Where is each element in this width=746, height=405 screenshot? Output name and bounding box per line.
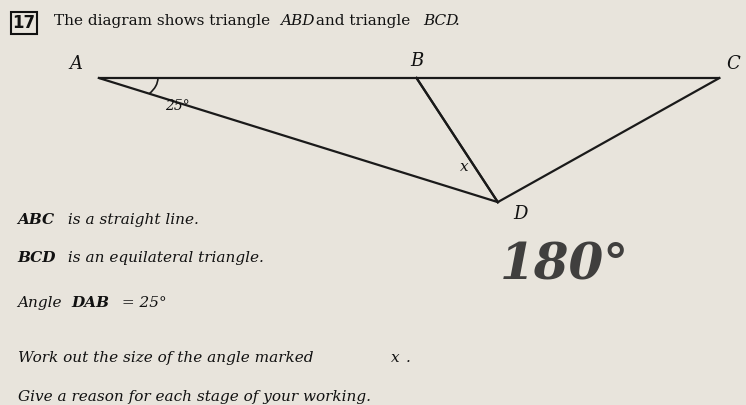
Text: D: D bbox=[514, 205, 528, 224]
Text: BCD: BCD bbox=[423, 14, 459, 28]
Text: BCD: BCD bbox=[18, 251, 56, 265]
Text: 25°: 25° bbox=[166, 99, 190, 113]
Text: The diagram shows triangle: The diagram shows triangle bbox=[54, 14, 275, 28]
Text: .: . bbox=[405, 351, 410, 365]
Text: A: A bbox=[70, 55, 83, 72]
Text: x: x bbox=[391, 351, 399, 365]
Text: and triangle: and triangle bbox=[311, 14, 415, 28]
Text: Work out the size of the angle marked: Work out the size of the angle marked bbox=[18, 351, 318, 365]
Text: B: B bbox=[410, 52, 423, 70]
Text: ABC: ABC bbox=[18, 213, 54, 227]
Text: 180°: 180° bbox=[500, 241, 629, 290]
Text: ABD: ABD bbox=[280, 14, 314, 28]
Text: is a straight line.: is a straight line. bbox=[63, 213, 199, 227]
Text: 17: 17 bbox=[13, 14, 36, 32]
Text: Give a reason for each stage of your working.: Give a reason for each stage of your wor… bbox=[18, 390, 371, 404]
Text: .: . bbox=[454, 14, 459, 28]
Text: is an equilateral triangle.: is an equilateral triangle. bbox=[63, 251, 264, 265]
Text: = 25°: = 25° bbox=[117, 296, 167, 310]
Text: Angle: Angle bbox=[18, 296, 67, 310]
Text: C: C bbox=[726, 55, 740, 72]
Text: DAB: DAB bbox=[72, 296, 110, 310]
Text: x: x bbox=[460, 160, 469, 174]
